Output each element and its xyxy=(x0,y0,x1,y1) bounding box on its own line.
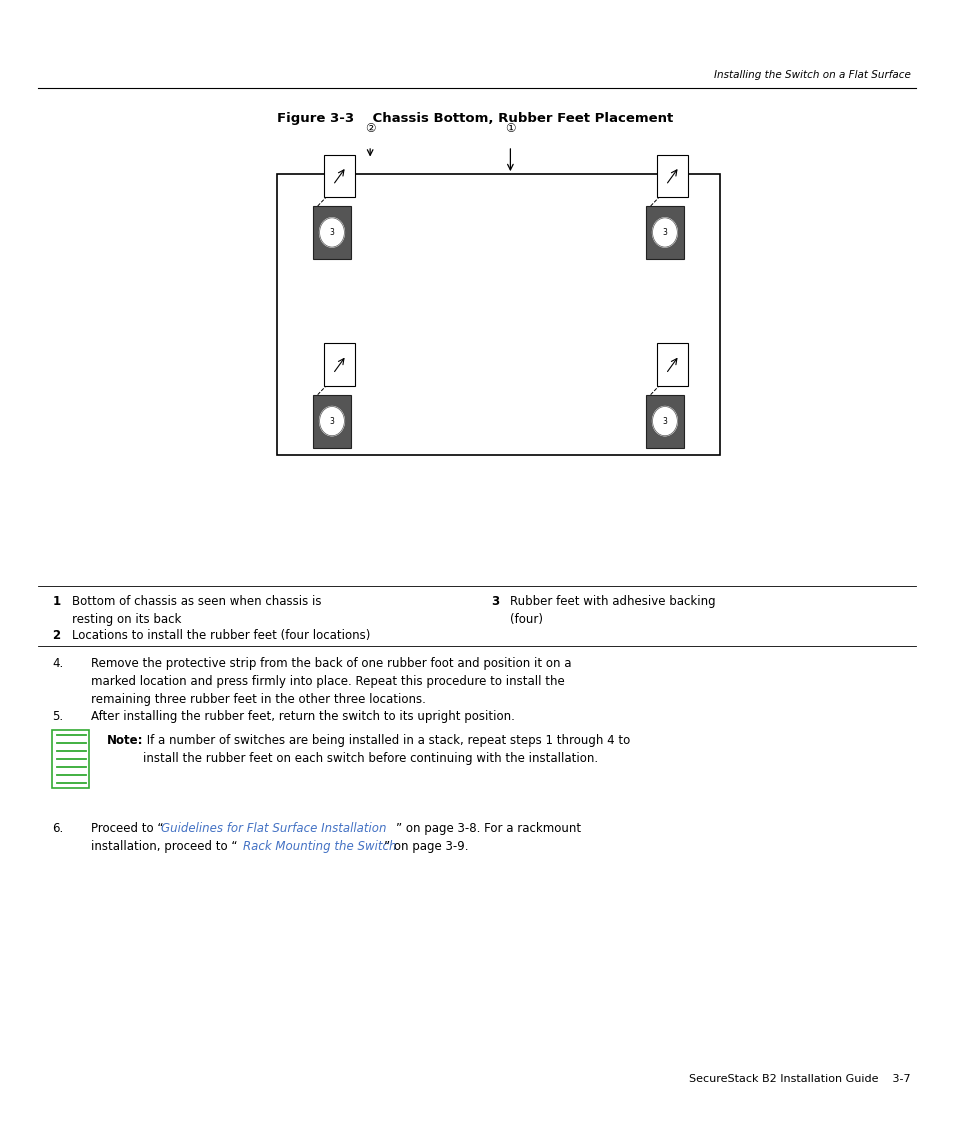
Bar xyxy=(645,206,683,259)
Text: Bottom of chassis as seen when chassis is
resting on its back: Bottom of chassis as seen when chassis i… xyxy=(71,595,321,627)
Bar xyxy=(52,730,89,788)
Bar xyxy=(324,344,355,385)
Text: installation, proceed to “: installation, proceed to “ xyxy=(91,840,237,853)
Bar xyxy=(657,344,687,385)
Text: Figure 3-3    Chassis Bottom, Rubber Feet Placement: Figure 3-3 Chassis Bottom, Rubber Feet P… xyxy=(276,112,672,126)
Bar xyxy=(313,394,351,448)
Text: 5.: 5. xyxy=(52,710,64,723)
Bar xyxy=(657,155,687,197)
Bar xyxy=(276,174,720,455)
Text: Rubber feet with adhesive backing
(four): Rubber feet with adhesive backing (four) xyxy=(510,595,716,627)
Circle shape xyxy=(652,407,677,436)
Text: SecureStack B2 Installation Guide    3-7: SecureStack B2 Installation Guide 3-7 xyxy=(689,1074,910,1084)
Text: ②: ② xyxy=(364,121,375,135)
Text: ” on page 3-9.: ” on page 3-9. xyxy=(383,840,468,853)
Bar xyxy=(313,206,351,259)
Text: After installing the rubber feet, return the switch to its upright position.: After installing the rubber feet, return… xyxy=(91,710,514,723)
Text: 3: 3 xyxy=(329,417,335,426)
Text: 3: 3 xyxy=(329,228,335,237)
Circle shape xyxy=(319,407,344,436)
Text: Proceed to “: Proceed to “ xyxy=(91,822,163,836)
Text: 3: 3 xyxy=(661,417,667,426)
Bar xyxy=(324,155,355,197)
Text: 4.: 4. xyxy=(52,657,64,670)
Circle shape xyxy=(319,218,344,247)
Text: 3: 3 xyxy=(491,595,499,609)
Circle shape xyxy=(652,218,677,247)
Bar xyxy=(645,394,683,448)
Text: ” on page 3-8. For a rackmount: ” on page 3-8. For a rackmount xyxy=(395,822,580,836)
Text: Note:: Note: xyxy=(107,734,143,748)
Text: 3: 3 xyxy=(661,228,667,237)
Text: Rack Mounting the Switch: Rack Mounting the Switch xyxy=(243,840,396,853)
Text: Installing the Switch on a Flat Surface: Installing the Switch on a Flat Surface xyxy=(714,70,910,80)
Text: If a number of switches are being installed in a stack, repeat steps 1 through 4: If a number of switches are being instal… xyxy=(143,734,630,766)
Text: 1: 1 xyxy=(52,595,61,609)
Text: Remove the protective strip from the back of one rubber foot and position it on : Remove the protective strip from the bac… xyxy=(91,657,571,706)
Text: ①: ① xyxy=(504,121,516,135)
Text: 6.: 6. xyxy=(52,822,64,836)
Text: Locations to install the rubber feet (four locations): Locations to install the rubber feet (fo… xyxy=(71,629,370,642)
Text: 2: 2 xyxy=(52,629,61,642)
Text: Guidelines for Flat Surface Installation: Guidelines for Flat Surface Installation xyxy=(161,822,386,836)
